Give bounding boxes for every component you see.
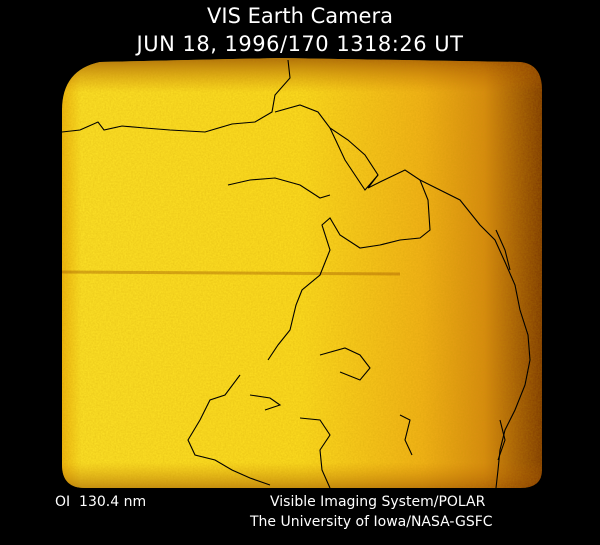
credit-line: Visible Imaging System/POLAR: [270, 494, 486, 510]
timestamp: JUN 18, 1996/170 1318:26 UT: [136, 32, 464, 56]
credit-line: The University of Iowa/NASA-GSFC: [250, 514, 493, 530]
coastlines: [61, 59, 531, 489]
image-title: VIS Earth Camera: [207, 4, 393, 28]
filter-label: OI 130.4 nm: [55, 494, 147, 510]
